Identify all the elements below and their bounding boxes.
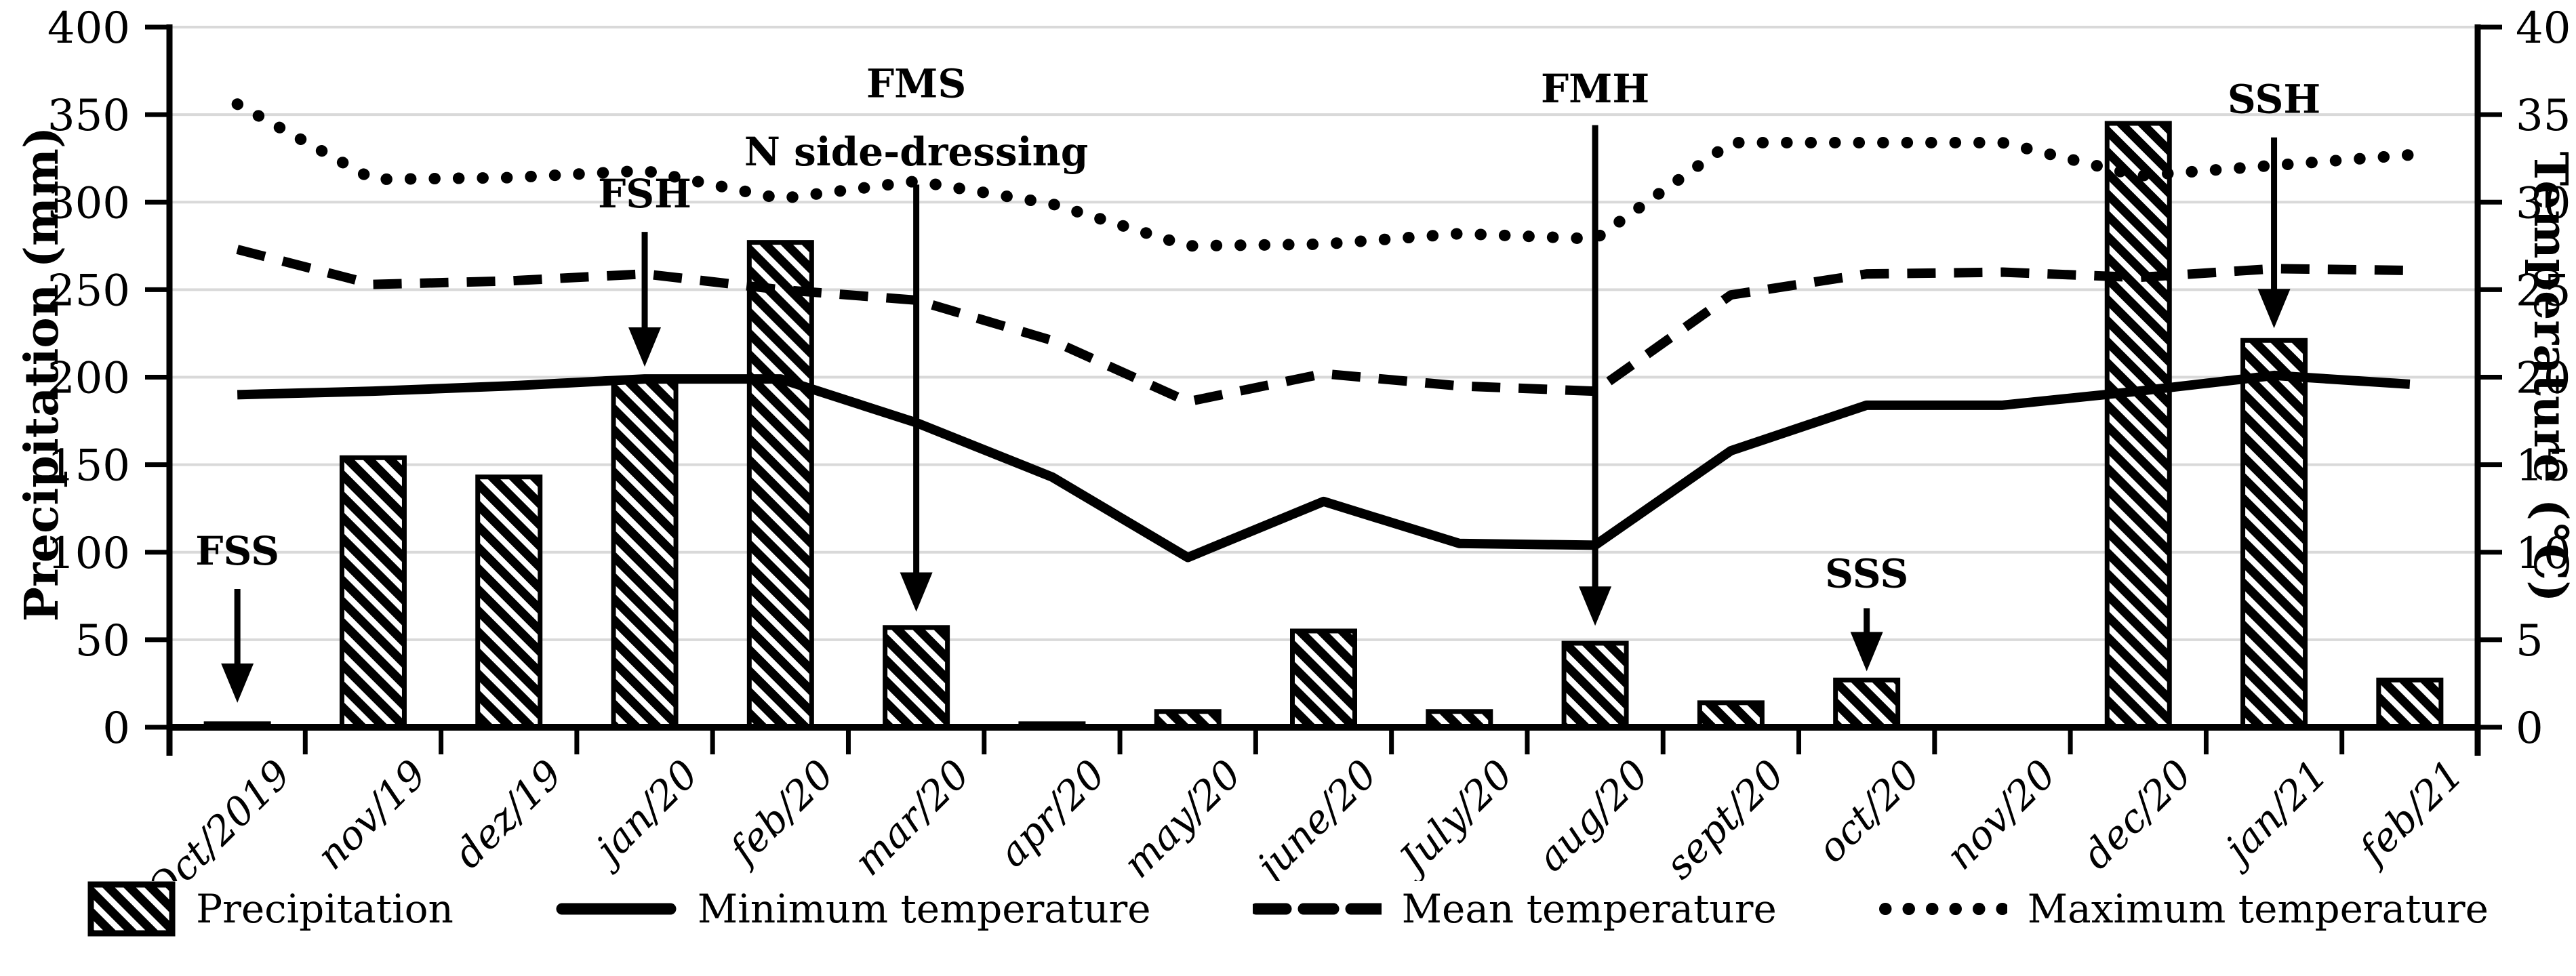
annotation-arrowhead-icon xyxy=(628,327,662,367)
legend: Precipitation Minimum temperature Mean t… xyxy=(0,881,2576,937)
precip-bar xyxy=(1697,700,1765,730)
left-axis-tick-label: 350 xyxy=(47,91,130,141)
annotation-arrowhead-icon xyxy=(221,663,254,703)
right-axis-tick-label: 40 xyxy=(2516,3,2571,54)
x-axis-label: sept/20 xyxy=(1656,751,1793,881)
left-axis-title: Precipitation (mm) xyxy=(15,126,69,622)
x-axis-label: apr/20 xyxy=(989,751,1114,876)
x-axis-label: feb/21 xyxy=(2348,751,2472,875)
annotation-arrowhead-icon xyxy=(1850,632,1883,672)
legend-item-minimum-temperature: Minimum temperature xyxy=(555,881,1151,937)
x-axis-label: jan/20 xyxy=(581,751,706,876)
right-axis-tick-label: 20 xyxy=(2516,354,2571,404)
left-axis-tick-label: 100 xyxy=(47,529,130,579)
precip-bar xyxy=(1290,628,1357,730)
left-axis-tick-label: 400 xyxy=(47,3,130,54)
legend-item-mean-temperature: Mean temperature xyxy=(1252,881,1777,937)
legend-item-precipitation: Precipitation xyxy=(87,881,454,937)
annotation-label: SSH xyxy=(2228,77,2320,123)
right-axis-tick-label: 15 xyxy=(2516,441,2571,491)
x-axis-label: mar/20 xyxy=(845,751,978,881)
annotation-arrowhead-icon xyxy=(1579,586,1612,626)
x-axis-label: July/20 xyxy=(1386,751,1521,881)
annotation-label: SSS xyxy=(1825,550,1908,596)
left-axis-tick-label: 200 xyxy=(47,354,130,404)
x-axis-label: nov/19 xyxy=(308,751,435,878)
precip-bar xyxy=(2376,677,2444,730)
legend-label-precipitation: Precipitation xyxy=(196,886,454,932)
precip-bar xyxy=(2240,338,2308,730)
x-axis-label: oct/20 xyxy=(1808,751,1929,872)
annotation-label: FSH xyxy=(598,171,691,217)
precip-bar xyxy=(1561,640,1629,730)
left-axis-tick-label: 250 xyxy=(47,266,130,316)
annotation-label: FMS xyxy=(866,60,966,106)
max-temp-line xyxy=(231,98,2416,252)
precip-bar xyxy=(475,474,543,730)
hatched-bar-swatch xyxy=(87,881,176,937)
x-axis-label: jan/21 xyxy=(2211,751,2336,876)
legend-label-minimum-temperature: Minimum temperature xyxy=(697,886,1151,932)
annotation-label: FMH xyxy=(1541,66,1649,112)
annotation-label: FSS xyxy=(195,528,279,574)
x-axis-label: dec/20 xyxy=(2074,751,2201,878)
x-axis-label: dez/19 xyxy=(445,751,571,877)
annotation-sublabel: N side-dressing xyxy=(744,129,1089,175)
x-axis-label: Oct/2019 xyxy=(138,751,300,881)
legend-item-maximum-temperature: Maximum temperature xyxy=(1878,881,2489,937)
left-axis-tick-label: 0 xyxy=(102,704,130,754)
mean-temp-line xyxy=(236,245,2410,407)
right-axis-tick-label: 5 xyxy=(2516,616,2543,666)
dotted-line-swatch xyxy=(1878,903,2007,915)
x-axis-label: feb/20 xyxy=(719,751,843,875)
min-temp-line xyxy=(237,370,2411,563)
right-axis-tick-label: 10 xyxy=(2516,529,2571,579)
right-axis-tick-label: 25 xyxy=(2516,266,2571,316)
precip-bar xyxy=(339,455,407,730)
precip-bar xyxy=(746,240,814,730)
x-axis-label: nov/20 xyxy=(1937,751,2065,878)
solid-line-swatch xyxy=(556,903,677,915)
left-axis-tick-label: 300 xyxy=(47,178,130,228)
climate-chart: 0 50 100 150 200 250 300 350 400 0 5 10 15 20 25 30 35 40… xyxy=(47,3,2571,881)
left-axis-tick-label: 150 xyxy=(47,441,130,491)
x-axis-label: may/20 xyxy=(1114,751,1251,881)
x-axis-label: june/20 xyxy=(1243,751,1386,881)
right-axis-tick-label: 0 xyxy=(2516,704,2543,754)
precip-bar xyxy=(883,625,950,730)
precip-bar xyxy=(1833,677,1901,730)
annotation-arrowhead-icon xyxy=(900,572,933,612)
legend-label-mean-temperature: Mean temperature xyxy=(1401,886,1777,932)
right-axis-title: Temperature (°C) xyxy=(2523,151,2576,603)
right-axis-tick-label: 35 xyxy=(2516,91,2571,141)
left-axis-tick-label: 50 xyxy=(75,616,130,666)
precip-bar xyxy=(611,376,679,730)
legend-label-maximum-temperature: Maximum temperature xyxy=(2027,886,2489,932)
annotation-arrowhead-icon xyxy=(2257,289,2291,329)
right-axis-tick-label: 30 xyxy=(2516,178,2571,228)
x-axis-label: aug/20 xyxy=(1528,751,1657,880)
precip-bar xyxy=(2104,121,2172,730)
dashed-line-swatch xyxy=(1252,903,1382,915)
